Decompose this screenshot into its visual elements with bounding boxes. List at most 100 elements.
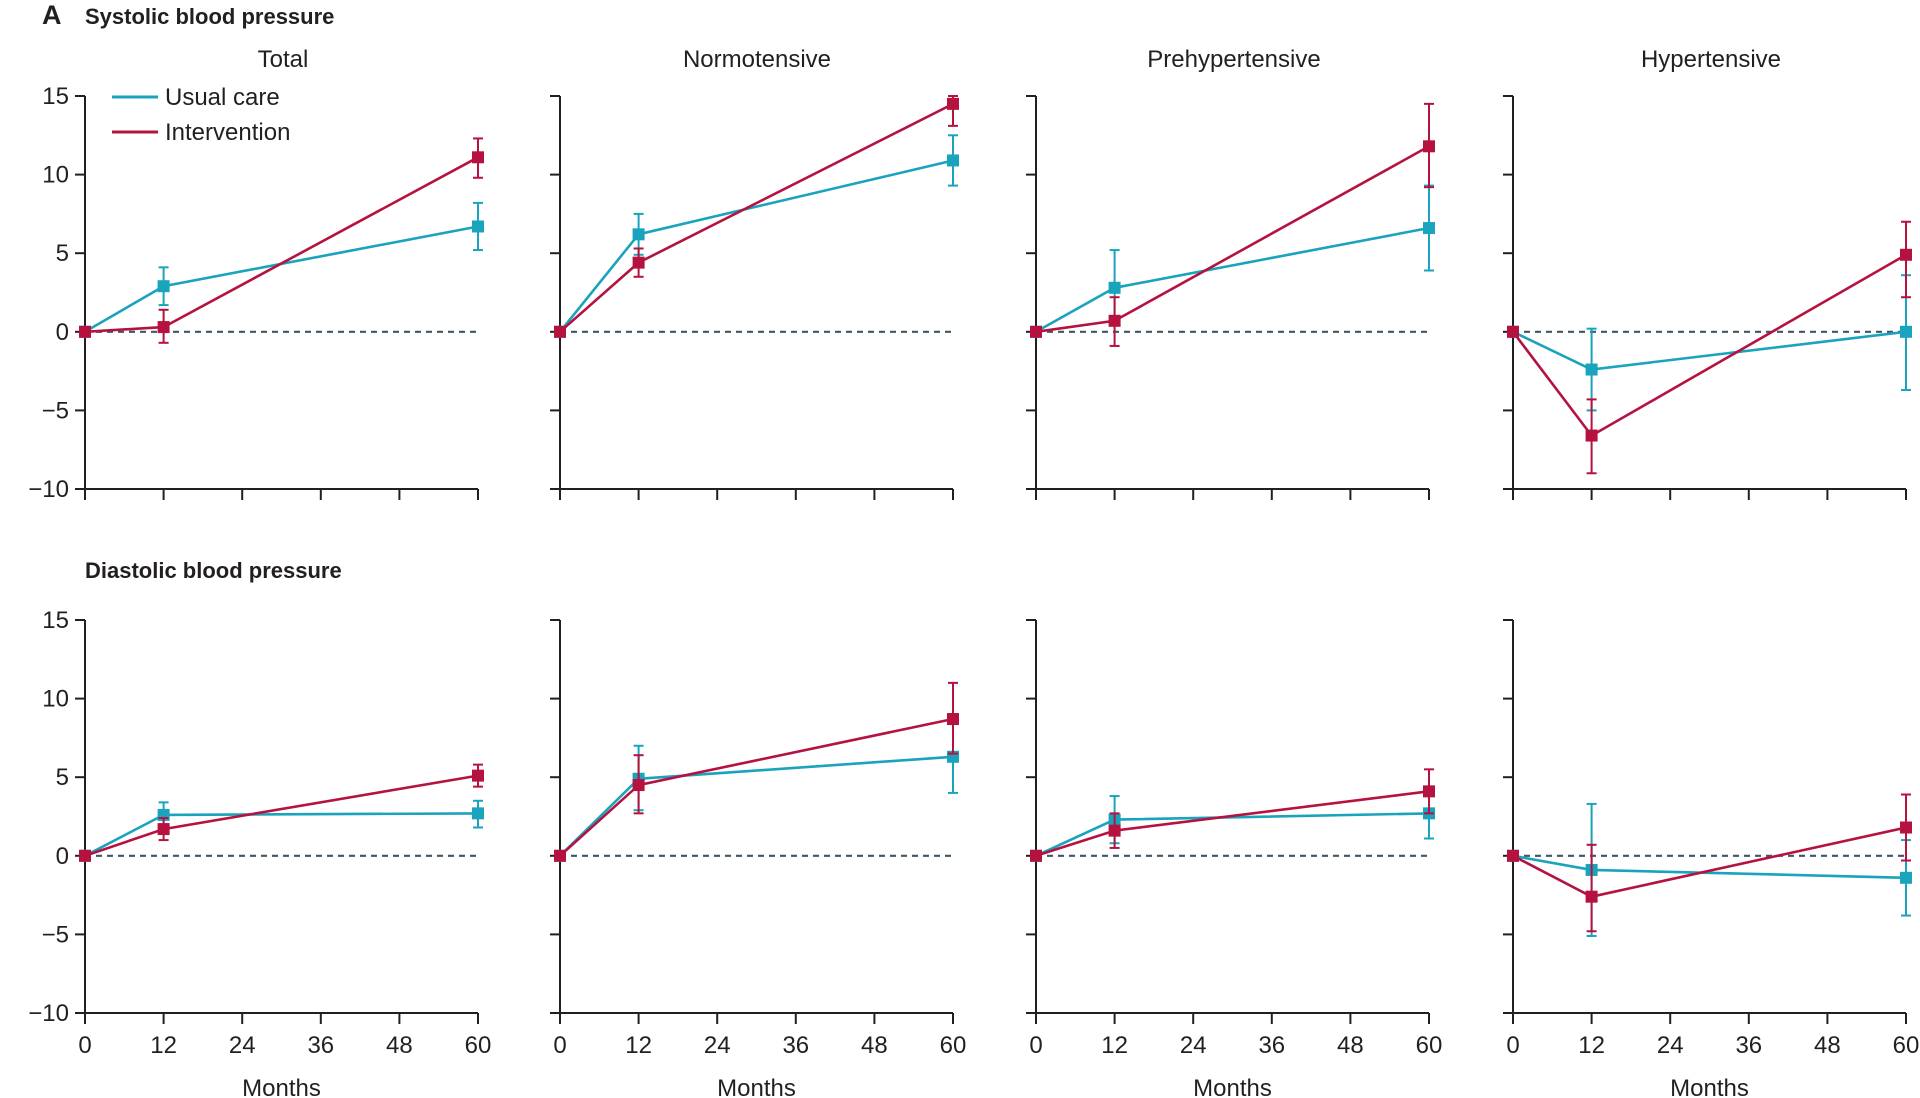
data-point (947, 154, 959, 167)
data-point (157, 280, 170, 293)
series-line (559, 102, 954, 333)
data-point (472, 220, 484, 233)
data-point (1423, 140, 1435, 153)
series-usual-care (1030, 184, 1435, 338)
x-axis-label: Months (717, 1075, 796, 1098)
panel-systolic-total: −10 −5 0 5 10 15 (28, 83, 484, 503)
x-tick-label: 36 (307, 1032, 334, 1059)
series-line (1512, 330, 1907, 371)
series-intervention (554, 95, 959, 338)
series-line (1035, 812, 1430, 857)
data-point (1900, 821, 1912, 834)
x-tick-label: 0 (1506, 1032, 1519, 1059)
series-line (1512, 854, 1907, 880)
data-point (632, 779, 645, 792)
data-point (554, 325, 566, 338)
x-tick-label: 12 (1101, 1032, 1128, 1059)
x-tick-label: 0 (78, 1032, 91, 1059)
x-tick-label: 12 (625, 1032, 652, 1059)
data-point (1507, 849, 1519, 862)
panel-systolic-hypertensive (1503, 95, 1912, 500)
column-title-normotensive: Normotensive (683, 46, 831, 73)
x-tick-label: 48 (861, 1032, 888, 1059)
y-tick-label: −5 (42, 921, 69, 948)
series-intervention (79, 763, 484, 862)
panel-letter: A (42, 0, 62, 30)
data-point (1030, 325, 1042, 338)
panel-diastolic-total: −10 −5 0 5 10 15 0 12 24 36 48 60 Months (28, 607, 491, 1098)
y-tick-label: −5 (42, 397, 69, 424)
panel-diastolic-prehypertensive: 0 12 24 36 48 60 Months (1026, 619, 1443, 1098)
data-point (632, 256, 645, 269)
series-line (84, 774, 479, 858)
data-point (1900, 871, 1912, 884)
x-axis-label: Months (1670, 1075, 1749, 1098)
y-tick-label: 10 (42, 162, 69, 189)
data-point (472, 151, 484, 164)
x-tick-label: 60 (1893, 1032, 1920, 1059)
x-tick-label: 24 (704, 1032, 731, 1059)
series-intervention (554, 681, 959, 862)
column-title-hypertensive: Hypertensive (1641, 46, 1781, 73)
y-tick-label: −10 (28, 1000, 69, 1027)
x-axis-label: Months (242, 1075, 321, 1098)
series-line (558, 159, 954, 333)
data-point (79, 849, 91, 862)
series-line (559, 717, 954, 857)
x-tick-label: 36 (1258, 1032, 1285, 1059)
row-title-diastolic: Diastolic blood pressure (85, 558, 342, 583)
x-tick-label: 60 (1416, 1032, 1443, 1059)
y-tick-label: 15 (42, 607, 69, 634)
legend-label-usual-care: Usual care (165, 84, 280, 111)
data-point (1585, 363, 1598, 376)
column-title-prehypertensive: Prehypertensive (1147, 46, 1320, 73)
y-tick-label: 0 (56, 843, 69, 870)
x-tick-label: 24 (229, 1032, 256, 1059)
data-point (472, 769, 484, 782)
x-tick-label: 12 (150, 1032, 177, 1059)
data-point (1423, 222, 1435, 235)
panel-systolic-prehypertensive (1026, 95, 1435, 500)
legend: Usual care Intervention (112, 84, 290, 146)
panel-diastolic-hypertensive: 0 12 24 36 48 60 Months (1503, 619, 1920, 1098)
x-tick-label: 48 (386, 1032, 413, 1059)
data-point (1108, 281, 1121, 294)
data-point (79, 325, 91, 338)
series-usual-care (554, 719, 959, 862)
y-tick-label: 0 (56, 319, 69, 346)
data-point (472, 807, 484, 820)
series-intervention (1507, 220, 1912, 475)
x-tick-label: 48 (1814, 1032, 1841, 1059)
data-point (632, 228, 645, 241)
legend-label-intervention: Intervention (165, 119, 290, 146)
x-tick-label: 0 (553, 1032, 566, 1059)
x-tick-label: 24 (1657, 1032, 1684, 1059)
data-point (947, 713, 959, 726)
column-title-total: Total (258, 46, 309, 73)
x-tick-label: 48 (1337, 1032, 1364, 1059)
y-tick-label: 15 (42, 83, 69, 110)
y-tick-label: −10 (28, 476, 69, 503)
data-point (157, 823, 170, 836)
y-tick-label: 5 (56, 764, 69, 791)
x-tick-label: 36 (1735, 1032, 1762, 1059)
x-tick-label: 24 (1180, 1032, 1207, 1059)
x-tick-label: 12 (1578, 1032, 1605, 1059)
x-tick-label: 0 (1029, 1032, 1042, 1059)
series-line (1511, 253, 1907, 438)
series-intervention (79, 137, 484, 344)
data-point (1108, 314, 1121, 327)
series-usual-care (1507, 274, 1912, 412)
data-point (1900, 325, 1912, 338)
series-line (1512, 826, 1907, 899)
row-title-systolic: Systolic blood pressure (85, 4, 334, 29)
data-point (1585, 890, 1598, 903)
data-point (947, 97, 959, 110)
data-point (1423, 785, 1435, 798)
data-point (1030, 849, 1042, 862)
series-usual-care (554, 134, 959, 338)
series-intervention (1030, 768, 1435, 862)
series-line (1035, 790, 1430, 858)
